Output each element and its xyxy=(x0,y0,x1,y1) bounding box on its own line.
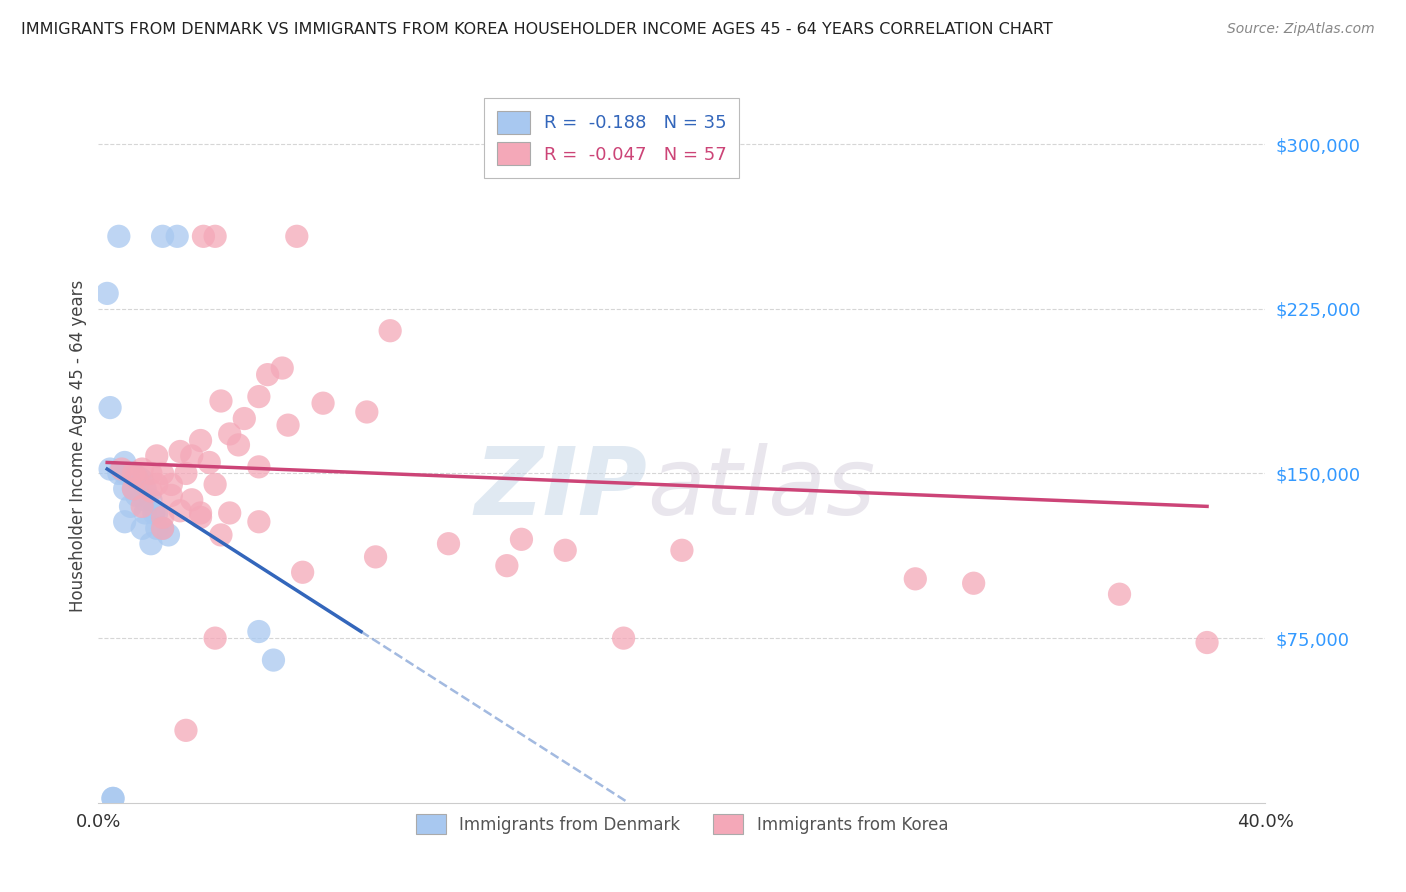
Point xyxy=(122,482,145,496)
Point xyxy=(247,459,270,474)
Point xyxy=(114,467,136,481)
Point xyxy=(134,506,156,520)
Point xyxy=(146,521,169,535)
Point xyxy=(277,418,299,433)
Point xyxy=(1108,587,1130,601)
Point xyxy=(122,482,145,496)
Point xyxy=(139,537,162,551)
Point xyxy=(166,229,188,244)
Point xyxy=(291,566,314,580)
Point xyxy=(142,506,165,520)
Point xyxy=(218,506,240,520)
Point xyxy=(612,631,634,645)
Point xyxy=(114,455,136,469)
Point xyxy=(111,462,134,476)
Point xyxy=(262,653,284,667)
Point xyxy=(125,488,148,502)
Text: ZIP: ZIP xyxy=(474,442,647,535)
Point xyxy=(160,477,183,491)
Point xyxy=(190,510,212,524)
Point xyxy=(437,537,460,551)
Point xyxy=(117,467,139,481)
Point xyxy=(125,471,148,485)
Point xyxy=(228,438,250,452)
Point xyxy=(122,467,145,481)
Text: atlas: atlas xyxy=(647,443,875,534)
Point xyxy=(218,426,240,441)
Point xyxy=(146,477,169,491)
Point xyxy=(96,286,118,301)
Point xyxy=(122,467,145,481)
Y-axis label: Householder Income Ages 45 - 64 years: Householder Income Ages 45 - 64 years xyxy=(69,280,87,612)
Point xyxy=(190,434,212,448)
Point xyxy=(364,549,387,564)
Point xyxy=(114,515,136,529)
Point xyxy=(198,455,221,469)
Point xyxy=(152,467,174,481)
Point xyxy=(125,471,148,485)
Point xyxy=(98,401,121,415)
Point xyxy=(554,543,576,558)
Point xyxy=(904,572,927,586)
Point xyxy=(101,791,124,805)
Point xyxy=(120,500,142,514)
Point xyxy=(120,467,142,481)
Point xyxy=(146,449,169,463)
Point xyxy=(152,510,174,524)
Point xyxy=(671,543,693,558)
Point xyxy=(101,791,124,805)
Point xyxy=(169,444,191,458)
Point xyxy=(108,229,131,244)
Point xyxy=(204,229,226,244)
Point xyxy=(157,528,180,542)
Text: Source: ZipAtlas.com: Source: ZipAtlas.com xyxy=(1227,22,1375,37)
Point xyxy=(131,500,153,514)
Point xyxy=(247,515,270,529)
Point xyxy=(131,473,153,487)
Point xyxy=(193,229,215,244)
Point xyxy=(108,467,131,481)
Point xyxy=(131,521,153,535)
Point xyxy=(356,405,378,419)
Point xyxy=(139,492,162,507)
Point xyxy=(285,229,308,244)
Point xyxy=(510,533,533,547)
Point xyxy=(98,462,121,476)
Point xyxy=(131,462,153,476)
Point xyxy=(139,467,162,481)
Point xyxy=(169,504,191,518)
Point xyxy=(174,467,197,481)
Point xyxy=(180,449,202,463)
Point xyxy=(139,483,162,498)
Point xyxy=(247,624,270,639)
Point xyxy=(134,492,156,507)
Point xyxy=(247,390,270,404)
Point xyxy=(209,394,232,409)
Point xyxy=(962,576,984,591)
Point xyxy=(114,482,136,496)
Point xyxy=(312,396,335,410)
Text: IMMIGRANTS FROM DENMARK VS IMMIGRANTS FROM KOREA HOUSEHOLDER INCOME AGES 45 - 64: IMMIGRANTS FROM DENMARK VS IMMIGRANTS FR… xyxy=(21,22,1053,37)
Point xyxy=(190,506,212,520)
Point xyxy=(204,477,226,491)
Point xyxy=(204,631,226,645)
Point xyxy=(380,324,402,338)
Point xyxy=(146,506,169,520)
Point xyxy=(271,361,294,376)
Point xyxy=(152,521,174,535)
Point xyxy=(233,411,256,425)
Legend: Immigrants from Denmark, Immigrants from Korea: Immigrants from Denmark, Immigrants from… xyxy=(409,807,955,841)
Point xyxy=(256,368,278,382)
Point xyxy=(160,488,183,502)
Point xyxy=(128,471,150,485)
Point xyxy=(496,558,519,573)
Point xyxy=(152,521,174,535)
Point xyxy=(134,482,156,496)
Point xyxy=(180,492,202,507)
Point xyxy=(209,528,232,542)
Point xyxy=(152,229,174,244)
Point xyxy=(1195,635,1218,649)
Point xyxy=(174,723,197,738)
